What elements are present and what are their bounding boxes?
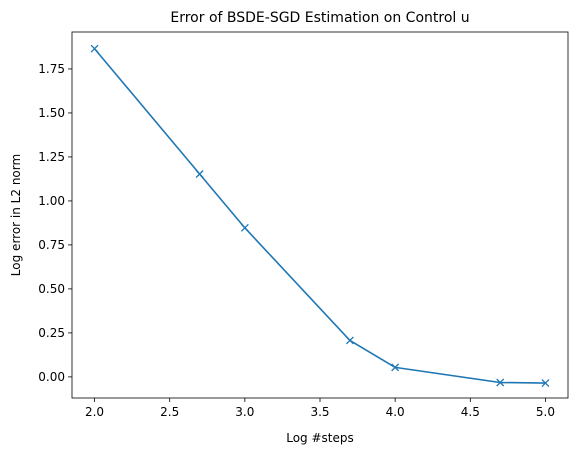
- data-point-marker: [240, 223, 249, 232]
- y-tick-label: 1.00: [38, 194, 65, 208]
- y-tick-label: 1.75: [38, 62, 65, 76]
- y-tick-label: 1.25: [38, 150, 65, 164]
- data-point-marker: [391, 363, 400, 372]
- data-point-marker: [90, 44, 99, 53]
- series-line: [93, 48, 546, 384]
- x-tick-label: 5.0: [536, 405, 555, 419]
- y-tick-label: 0.50: [38, 282, 65, 296]
- data-point-marker: [195, 170, 204, 178]
- x-tick-label: 3.0: [235, 405, 254, 419]
- x-tick-label: 3.5: [310, 405, 329, 419]
- y-tick-label: 0.00: [38, 370, 65, 384]
- x-axis: 2.0 2.5 3.0 3.5 4.0 4.5 5.0: [85, 398, 555, 419]
- x-tick-label: 2.0: [85, 405, 104, 419]
- x-tick-label: 2.5: [160, 405, 179, 419]
- x-tick-label: 4.0: [386, 405, 405, 419]
- x-axis-label: Log #steps: [286, 431, 354, 445]
- y-axis: 0.00 0.25 0.50 0.75 1.00 1.25 1.50 1.75: [38, 62, 72, 384]
- y-tick-label: 0.75: [38, 238, 65, 252]
- data-point-marker: [496, 378, 505, 387]
- data-point-marker: [345, 336, 354, 345]
- y-axis-label: Log error in L2 norm: [9, 154, 23, 276]
- plot-area-frame: [71, 31, 569, 399]
- x-tick-label: 4.5: [461, 405, 480, 419]
- chart-title: Error of BSDE-SGD Estimation on Control …: [170, 10, 469, 26]
- data-point-marker: [541, 379, 550, 388]
- y-tick-label: 0.25: [38, 326, 65, 340]
- series-layer: [90, 44, 550, 388]
- y-tick-label: 1.50: [38, 106, 65, 120]
